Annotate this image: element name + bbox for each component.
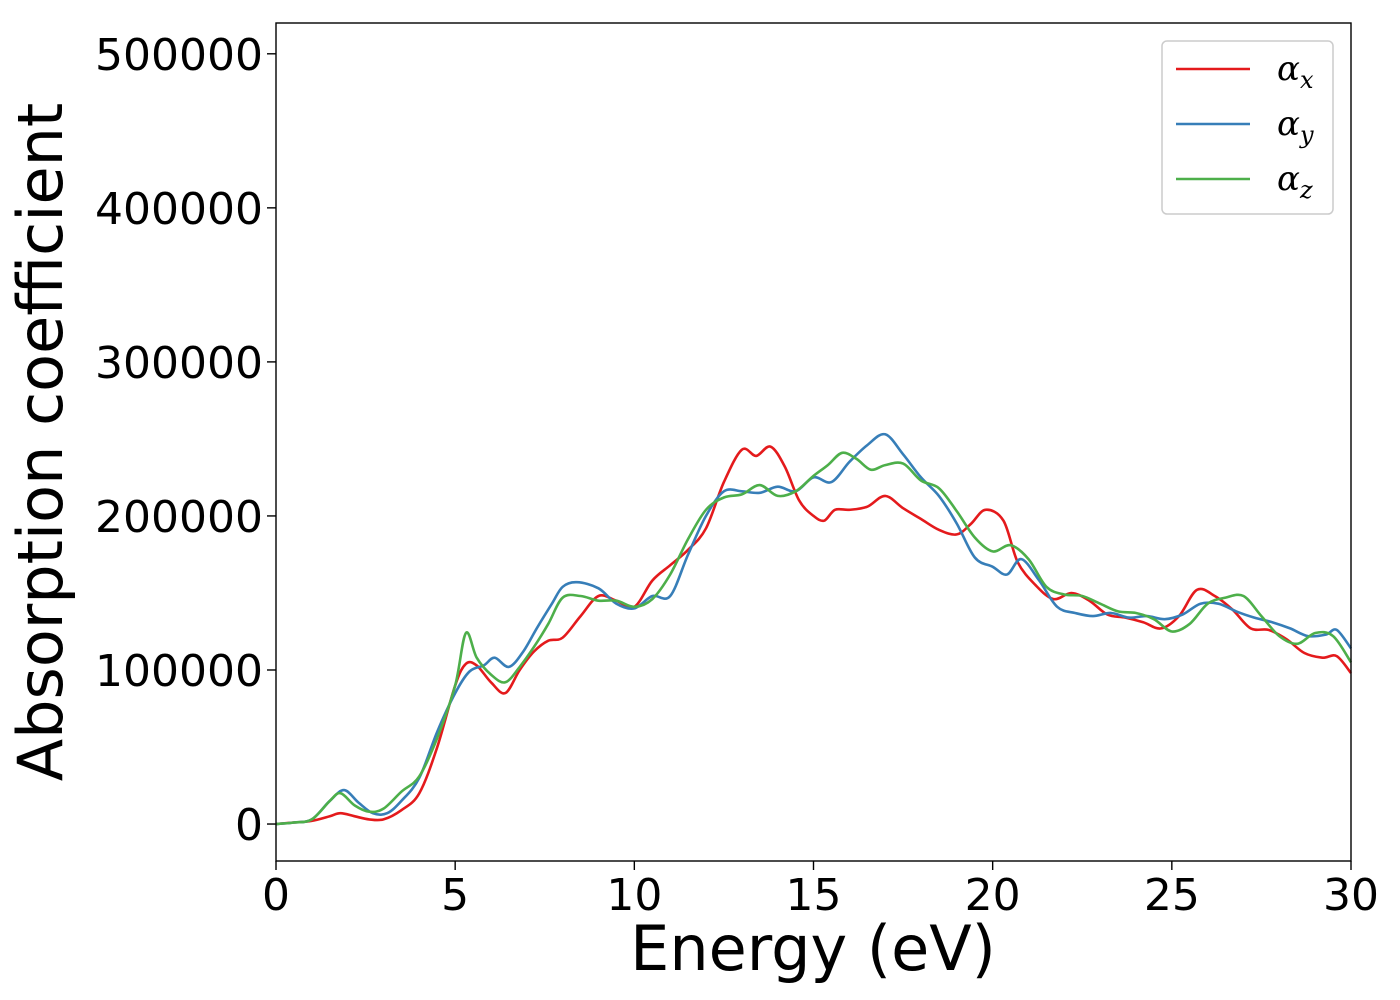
legend-symbol: α [1277, 159, 1300, 199]
x-tick-label: 20 [965, 870, 1021, 921]
x-tick-label: 15 [786, 870, 842, 921]
y-tick-label: 0 [235, 800, 263, 851]
y-tick-label: 100000 [95, 646, 263, 697]
x-tick-label: 10 [606, 870, 662, 921]
y-tick-label: 500000 [95, 30, 263, 81]
legend-label-x: αx [1277, 49, 1314, 94]
legend-subscript: x [1300, 66, 1314, 94]
legend-label-z: αz [1277, 159, 1313, 204]
legend-label-y: αy [1277, 104, 1314, 149]
x-tick-label: 0 [262, 870, 290, 921]
x-axis: 0 5 10 15 20 25 30 [262, 861, 1379, 921]
x-tick-label: 30 [1323, 870, 1379, 921]
legend-symbol: α [1277, 104, 1300, 144]
legend-symbol: α [1277, 49, 1300, 89]
legend-subscript: y [1299, 121, 1314, 149]
x-tick-label: 5 [441, 870, 469, 921]
y-tick-label: 300000 [95, 338, 263, 389]
series-line-z [275, 451, 1353, 826]
y-tick-label: 200000 [95, 492, 263, 543]
y-axis: 0 100000 200000 300000 400000 500000 [95, 30, 276, 851]
x-axis-title: Energy (eV) [630, 912, 996, 985]
legend-box [1161, 40, 1334, 215]
legend-subscript: z [1299, 176, 1313, 204]
y-axis-title: Absorption coefficient [4, 103, 77, 782]
y-tick-label: 400000 [95, 184, 263, 235]
x-tick-label: 25 [1144, 870, 1200, 921]
series-lines [275, 432, 1353, 826]
